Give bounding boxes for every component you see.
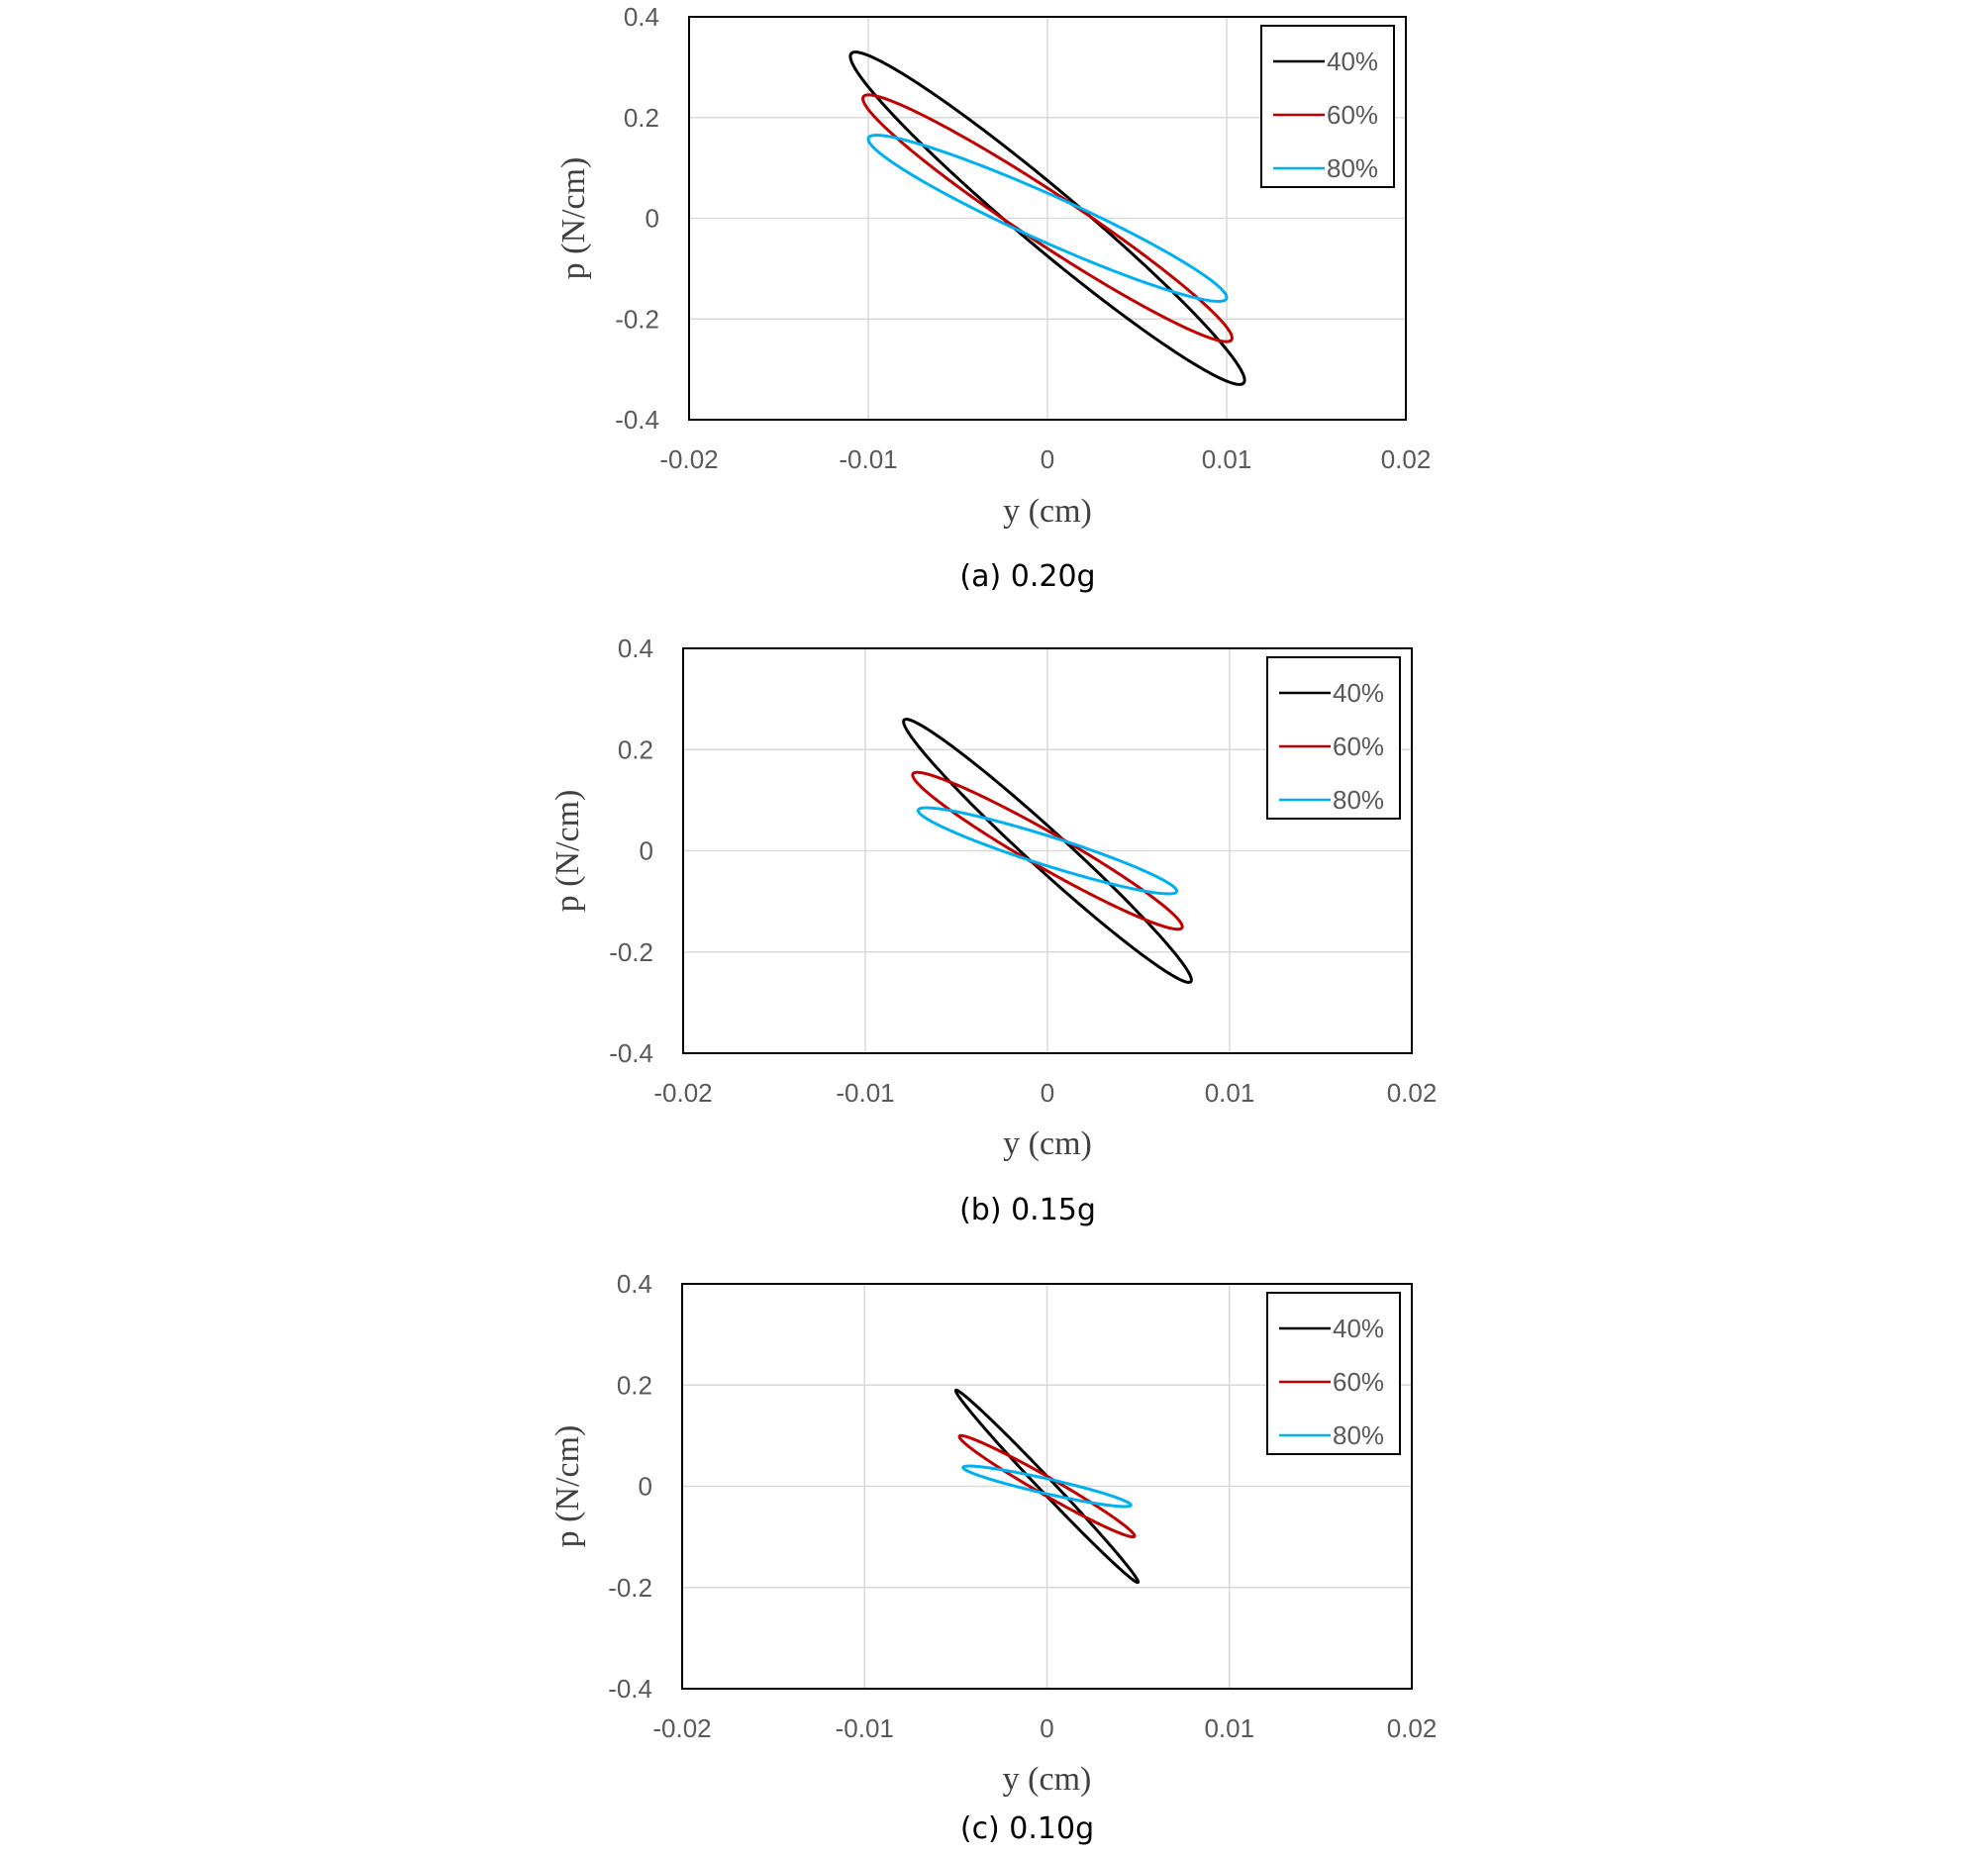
x-tick-label: 0	[1040, 1713, 1053, 1743]
x-axis-title: y (cm)	[1003, 1125, 1092, 1162]
y-tick-label: 0.2	[618, 734, 653, 764]
legend-label: 60%	[1333, 1367, 1384, 1397]
y-axis-title: p (N/cm)	[549, 790, 586, 913]
plot-frame	[688, 16, 1407, 421]
y-tick-label: -0.4	[615, 405, 659, 435]
y-tick-label: -0.4	[609, 1038, 653, 1068]
series-line-60pct	[861, 93, 1234, 343]
legend-label: 40%	[1327, 47, 1378, 76]
legend-box	[1266, 1292, 1401, 1455]
panel-caption: (a) 0.20g	[959, 559, 1095, 594]
series-line-60pct	[911, 770, 1184, 931]
x-axis-title: y (cm)	[1003, 493, 1092, 530]
y-tick-label: 0.4	[618, 634, 653, 663]
x-tick-label: 0.02	[1387, 1713, 1438, 1743]
panel-caption: (b) 0.15g	[959, 1193, 1096, 1227]
y-tick-label: -0.2	[608, 1573, 652, 1603]
y-tick-label: 0.4	[617, 1269, 652, 1299]
legend: 40% 60% 80%	[1266, 1292, 1401, 1455]
panel-caption: (c) 0.10g	[960, 1811, 1094, 1846]
y-tick-label: 0.4	[624, 2, 659, 32]
y-axis-title: p (N/cm)	[555, 157, 592, 280]
y-tick-label: 0	[639, 1472, 652, 1502]
x-tick-label: 0.02	[1387, 1078, 1438, 1108]
legend-label: 80%	[1327, 153, 1378, 183]
y-axis-title: p (N/cm)	[549, 1425, 586, 1548]
legend-label: 80%	[1333, 785, 1384, 815]
x-tick-label: -0.01	[836, 1713, 894, 1743]
legend-label: 40%	[1333, 678, 1384, 708]
y-tick-label: 0.2	[624, 103, 659, 133]
legend-label: 40%	[1333, 1314, 1384, 1343]
series-line-80pct	[961, 1464, 1133, 1509]
y-tick-label: -0.4	[608, 1674, 652, 1704]
legend-label: 60%	[1327, 100, 1378, 130]
x-tick-label: -0.01	[839, 444, 897, 474]
x-tick-label: -0.02	[659, 444, 718, 474]
legend-box	[1260, 25, 1395, 188]
legend-label: 60%	[1333, 732, 1384, 761]
y-tick-label: -0.2	[609, 937, 653, 967]
y-tick-label: 0.2	[617, 1370, 652, 1400]
legend-box	[1266, 656, 1401, 820]
x-tick-label: 0.01	[1204, 1713, 1254, 1743]
legend-label: 80%	[1333, 1420, 1384, 1450]
plot-frame	[682, 647, 1413, 1054]
plot-frame	[681, 1283, 1413, 1690]
x-tick-label: -0.01	[836, 1078, 894, 1108]
y-tick-label: 0	[646, 204, 659, 234]
x-tick-label: -0.02	[653, 1078, 712, 1108]
legend: 40% 60% 80%	[1260, 25, 1395, 188]
series-line-60pct	[957, 1433, 1137, 1539]
y-tick-label: 0	[640, 836, 653, 866]
series-line-80pct	[866, 134, 1229, 303]
series-line-80pct	[916, 806, 1179, 896]
chart-panel-2: -0.02 -0.01 0 0.01 0.02 0.4 0.2 0 -0.2 -0.4 y (cm)…	[549, 634, 1437, 1227]
series-line-40pct	[902, 718, 1193, 984]
legend: 40% 60% 80%	[1266, 656, 1401, 820]
y-tick-label: -0.2	[615, 304, 659, 334]
x-tick-label: -0.02	[652, 1713, 711, 1743]
chart-panel-1: -0.02 -0.01 0 0.01 0.02 0.4 0.2 0 -0.2 -0.4 y (cm)…	[555, 2, 1431, 594]
x-axis-title: y (cm)	[1003, 1761, 1092, 1798]
x-tick-label: 0.02	[1381, 444, 1432, 474]
x-tick-label: 0	[1041, 444, 1054, 474]
x-tick-label: 0	[1041, 1078, 1054, 1108]
x-tick-label: 0.01	[1202, 444, 1252, 474]
x-tick-label: 0.01	[1205, 1078, 1255, 1108]
chart-panel-3: -0.02 -0.01 0 0.01 0.02 0.4 0.2 0 -0.2 -0.4 y (cm)…	[549, 1269, 1437, 1846]
